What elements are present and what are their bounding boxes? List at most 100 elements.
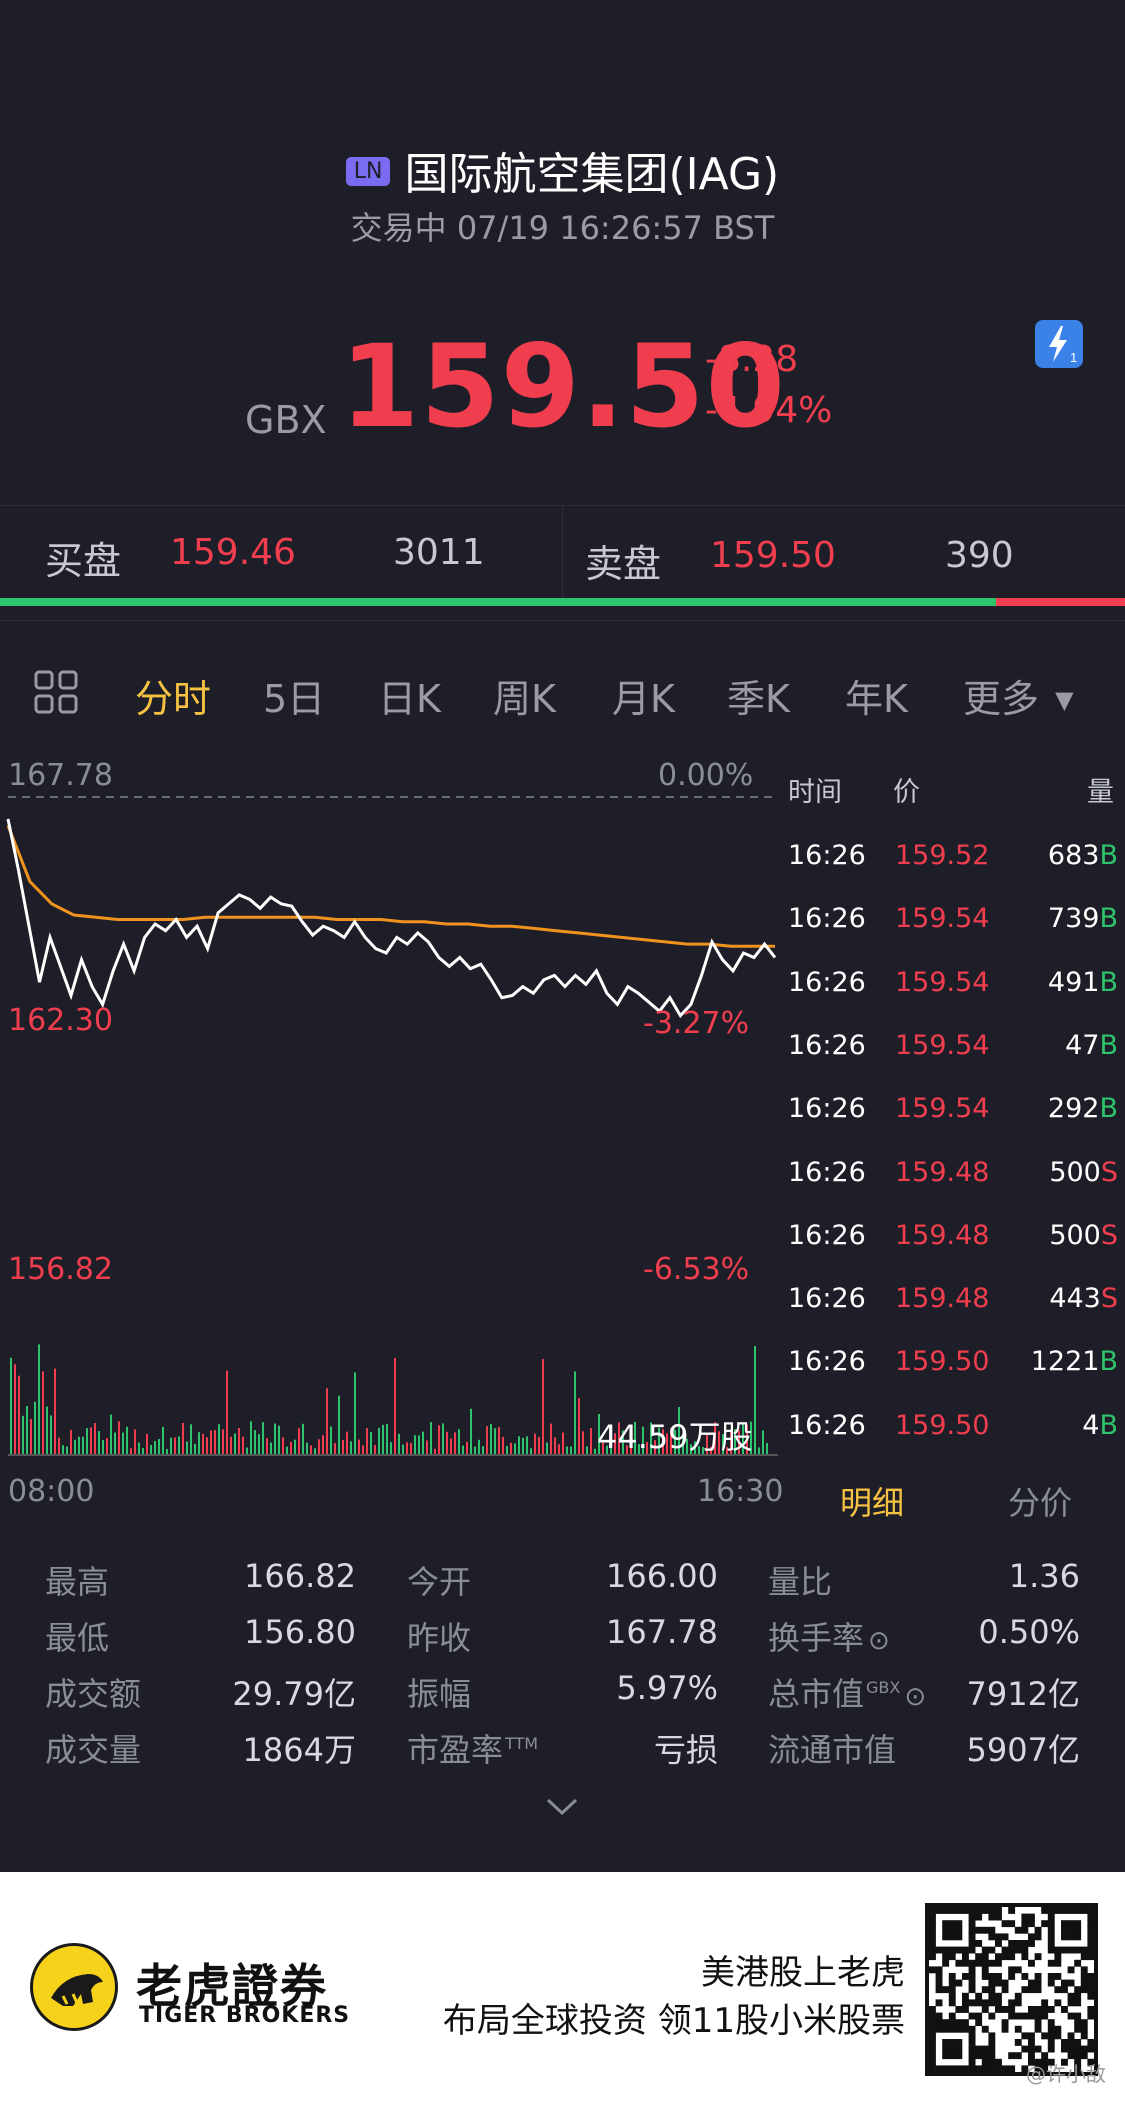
qr-module <box>955 2045 963 2053</box>
qr-module <box>975 2065 983 2073</box>
trade-price: 159.48 <box>895 1219 990 1251</box>
chevron-down-icon[interactable] <box>545 1790 579 1825</box>
volume-bar <box>710 1446 712 1455</box>
trade-side: B <box>1099 1346 1118 1378</box>
qr-module <box>995 1940 1002 1947</box>
volume-bar <box>434 1448 436 1455</box>
trade-volume: 292B <box>1047 1093 1118 1125</box>
qr-module <box>962 1959 969 1967</box>
stat-label: 成交量 <box>45 1731 142 1769</box>
qr-module <box>1001 2019 1009 2027</box>
tab-price-distribution[interactable]: 分价 <box>1008 1484 1073 1522</box>
trade-time: 16:26 <box>788 1409 866 1441</box>
qr-module <box>1034 2006 1042 2013</box>
trade-side: B <box>1099 966 1118 998</box>
tab-monthly-k[interactable]: 月K <box>612 677 675 721</box>
tab-daily-k[interactable]: 日K <box>378 677 441 721</box>
qr-module <box>981 2025 989 2033</box>
stat-value: 5.97% <box>616 1669 718 1707</box>
qr-module <box>1034 1953 1042 1961</box>
tab-5day[interactable]: 5日 <box>263 677 326 721</box>
volume-bar <box>686 1438 688 1455</box>
volume-bar <box>554 1437 556 1455</box>
qr-module <box>955 2019 963 2027</box>
qr-code-icon[interactable] <box>925 1903 1098 2076</box>
qr-module <box>995 1907 1002 1914</box>
qr-module <box>1067 2032 1075 2040</box>
volume-bar <box>54 1368 56 1455</box>
volume-bar <box>718 1431 720 1455</box>
qr-module <box>1041 1907 1049 1914</box>
qr-module <box>975 1907 983 1914</box>
info-icon[interactable]: ⊙ <box>868 1626 890 1656</box>
qr-module <box>1028 1986 1035 1994</box>
info-icon[interactable]: ⊙ <box>904 1682 927 1712</box>
qr-module <box>1001 1946 1009 1954</box>
trade-side: B <box>1099 1093 1118 1125</box>
qr-module <box>968 2045 976 2053</box>
qr-module <box>995 1999 1002 2007</box>
qr-module <box>935 2012 943 2020</box>
qr-module <box>1074 2045 1082 2053</box>
qr-module <box>968 2065 976 2073</box>
qr-module <box>1080 1907 1088 1914</box>
trade-volume: 4B <box>1082 1409 1118 1441</box>
qr-module <box>955 2065 963 2073</box>
qr-module <box>1028 2006 1035 2013</box>
tab-intraday[interactable]: 分时 <box>135 677 212 721</box>
tab-weekly-k[interactable]: 周K <box>493 677 556 721</box>
qr-module <box>929 2006 936 2013</box>
qr-module <box>988 2065 996 2073</box>
qr-module <box>1080 2045 1088 2053</box>
stat-label: 振幅 <box>407 1675 472 1713</box>
qr-module <box>1047 2032 1055 2040</box>
trade-volume: 443S <box>1049 1283 1118 1315</box>
bid-strength-bar <box>0 598 996 606</box>
qr-module <box>1087 1933 1095 1941</box>
qr-module <box>988 1907 996 1914</box>
tab-more[interactable]: 更多 ▼ <box>963 668 1074 723</box>
stat-value: 5907亿 <box>966 1731 1080 1769</box>
qr-module <box>975 1940 983 1947</box>
volume-bar <box>650 1422 652 1455</box>
tab-yearly-k[interactable]: 年K <box>845 677 908 721</box>
qr-module <box>1061 1926 1068 1934</box>
tab-quarterly-k[interactable]: 季K <box>727 677 790 721</box>
trade-volume: 47B <box>1065 1029 1118 1061</box>
qr-module <box>1034 1933 1042 1941</box>
brand-name-cn: 老虎證券 <box>136 1959 328 2013</box>
trades-header-volume: 量 <box>1087 777 1114 808</box>
volume-bar <box>110 1414 112 1455</box>
qr-module <box>1087 1907 1095 1914</box>
qr-module <box>1054 1946 1062 1954</box>
market-badge: LN <box>345 156 391 186</box>
lightning-badge-icon[interactable]: 1 <box>1035 320 1083 368</box>
qr-module <box>1080 2052 1088 2060</box>
trade-side: S <box>1100 1219 1118 1251</box>
trades-header-time: 时间 <box>788 777 842 808</box>
grid-icon[interactable] <box>34 670 78 718</box>
volume-bar <box>146 1433 148 1455</box>
qr-module <box>981 1953 989 1961</box>
qr-module <box>1008 2006 1016 2013</box>
qr-module <box>1001 1933 1009 1941</box>
qr-module <box>1067 1979 1075 1987</box>
volume-bar <box>682 1436 684 1455</box>
volume-bar <box>234 1433 236 1455</box>
qr-module <box>1008 1953 1016 1961</box>
qr-module <box>975 1959 983 1967</box>
qr-module <box>1074 1959 1082 1967</box>
qr-module <box>1047 1926 1055 1934</box>
volume-bar <box>574 1371 576 1455</box>
qr-module <box>955 1920 963 1928</box>
volume-bar <box>442 1423 444 1455</box>
stat-value: 166.82 <box>244 1557 356 1595</box>
qr-module <box>1008 1973 1016 1980</box>
tab-trade-detail[interactable]: 明细 <box>840 1484 905 1522</box>
qr-module <box>988 1979 996 1987</box>
volume-bar <box>622 1430 624 1455</box>
volume-bar <box>738 1430 740 1455</box>
time-end: 16:30 <box>697 1474 784 1509</box>
trade-price: 159.54 <box>895 1029 990 1061</box>
qr-module <box>988 2045 996 2053</box>
